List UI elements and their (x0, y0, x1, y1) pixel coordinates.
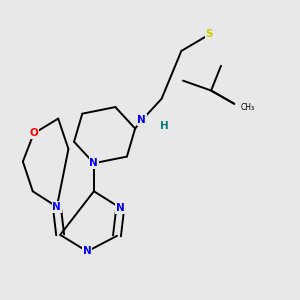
Text: N: N (116, 203, 125, 213)
Text: CH₃: CH₃ (240, 103, 254, 112)
Text: N: N (137, 115, 146, 125)
Text: N: N (83, 246, 92, 256)
Text: S: S (206, 29, 213, 39)
Text: N: N (52, 202, 61, 212)
Text: H: H (160, 121, 169, 131)
Text: O: O (29, 128, 38, 139)
Text: N: N (89, 158, 98, 168)
